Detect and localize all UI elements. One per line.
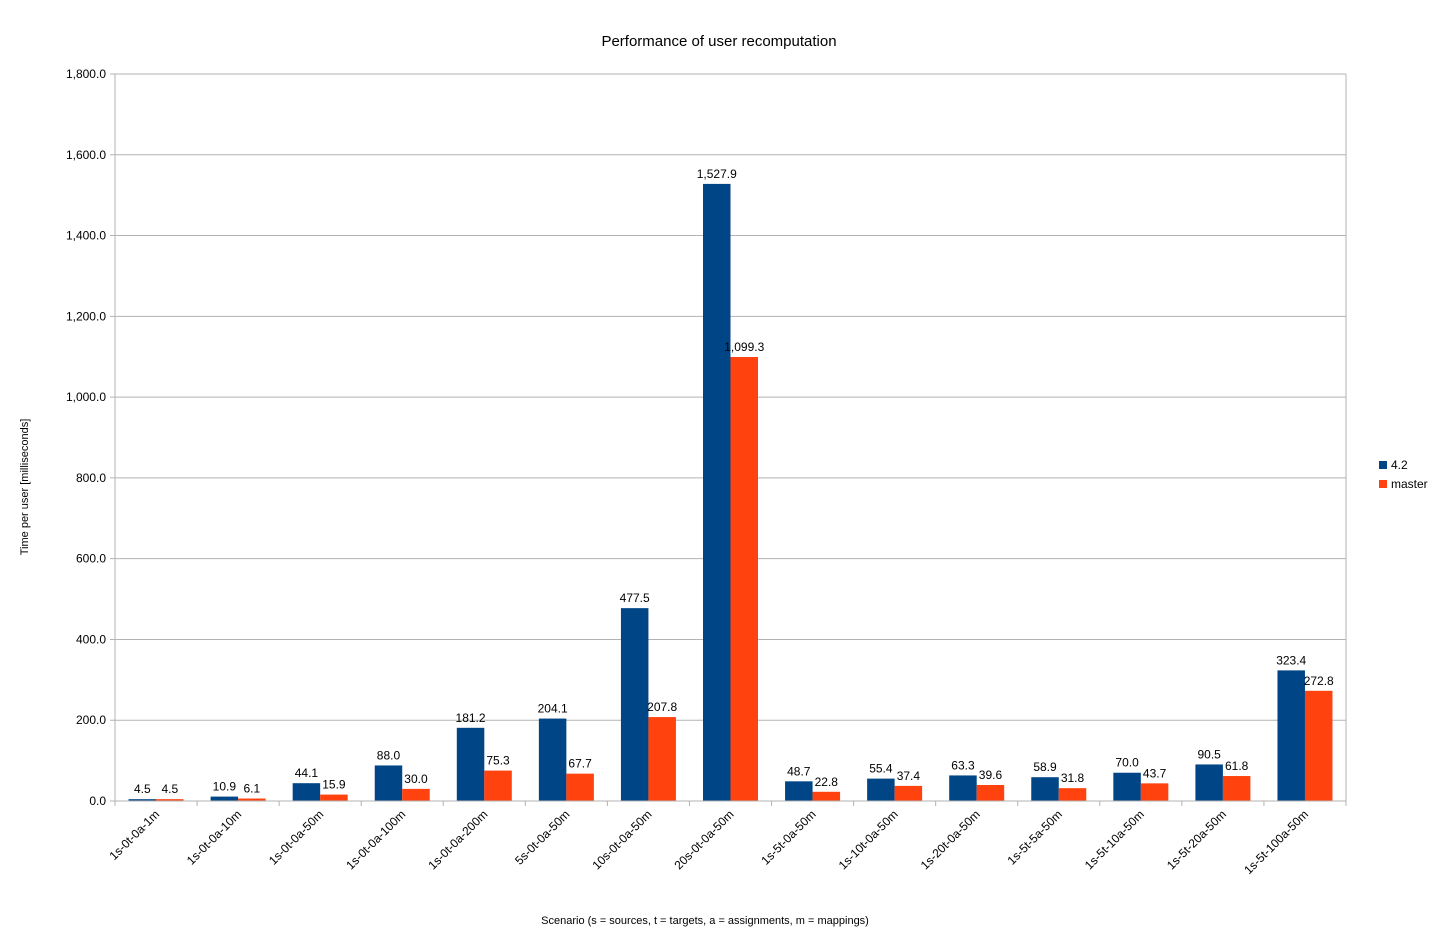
bar-series-2 [1304,690,1333,801]
legend-swatch-2 [1379,480,1387,488]
y-tick-label: 1,600.0 [66,148,106,162]
bar-series-1 [374,765,403,801]
y-tick-label: 1,400.0 [66,229,106,243]
bar-series-1 [210,796,239,801]
data-label: 61.8 [1225,759,1249,773]
data-label: 323.4 [1276,653,1306,667]
y-tick-label: 1,200.0 [66,309,106,323]
bar-series-1 [703,183,731,801]
data-label: 55.4 [869,762,893,776]
bar-series-2 [976,785,1005,801]
x-tick-label: 1s-5t-10a-50m [1082,807,1147,872]
bar-series-1 [1113,772,1141,801]
y-tick-label: 0.0 [89,794,106,808]
x-tick-label: 1s-5t-20a-50m [1164,807,1229,872]
y-tick-label: 600.0 [76,552,106,566]
bars [128,183,1333,801]
data-label: 204.1 [538,702,568,716]
data-label: 43.7 [1143,766,1167,780]
bar-series-2 [730,357,758,801]
data-label: 67.7 [568,757,592,771]
x-tick-label: 1s-5t-100a-50m [1241,807,1311,877]
bar-series-1 [292,783,321,801]
x-tick-label: 5s-0t-0a-50m [512,807,572,867]
bar-series-1 [620,608,649,801]
data-label: 4.5 [134,782,151,796]
data-label: 22.8 [815,775,839,789]
bar-series-2 [1222,776,1251,801]
data-label: 75.3 [486,754,510,768]
bar-series-1 [456,727,485,801]
data-label: 6.1 [244,782,261,796]
y-tick-label: 800.0 [76,471,106,485]
data-label: 207.8 [647,700,677,714]
x-tick-label: 10s-0t-0a-50m [589,807,654,872]
data-label: 39.6 [979,768,1003,782]
bar-series-1 [538,718,567,801]
legend-swatch-1 [1379,461,1387,469]
data-label: 31.8 [1061,771,1085,785]
x-tick-label: 1s-0t-0a-50m [266,807,326,867]
data-label: 10.9 [213,780,237,794]
x-tick-label: 1s-0t-0a-1m [107,807,163,863]
bar-series-1 [867,778,895,801]
data-label: 1,099.3 [724,340,764,354]
data-label: 15.9 [322,778,346,792]
bar-series-2 [156,799,184,801]
x-tick-label: 1s-0t-0a-200m [425,807,490,872]
x-tick-label: 1s-5t-0a-50m [758,807,818,867]
data-label: 70.0 [1115,756,1139,770]
bar-series-1 [1195,764,1223,801]
bar-series-2 [238,798,266,801]
data-label: 63.3 [951,758,975,772]
data-label: 4.5 [161,782,178,796]
data-label: 44.1 [295,766,319,780]
x-tick-label: 1s-5t-5a-50m [1005,807,1065,867]
x-tick-label: 1s-0t-0a-100m [343,807,408,872]
x-axis-title: Scenario (s = sources, t = targets, a = … [541,915,869,927]
data-label: 477.5 [620,591,650,605]
bar-series-1 [128,799,157,801]
x-tick-label: 1s-20t-0a-50m [918,807,983,872]
bar-series-2 [320,794,348,801]
bar-series-1 [785,781,813,801]
data-label: 37.4 [897,769,921,783]
bar-series-1 [1031,777,1059,801]
data-label: 48.7 [787,764,811,778]
y-tick-label: 1,000.0 [66,390,106,404]
y-tick-label: 1,800.0 [66,67,106,81]
x-tick-label: 1s-10t-0a-50m [836,807,901,872]
x-tick-label: 1s-0t-0a-10m [184,807,244,867]
data-labels: 4.5 10.9 44.1 88.0 181.2 204.1 477.5 1,527.9 48.… [134,167,1334,796]
data-label: 88.0 [377,748,401,762]
data-label: 58.9 [1033,760,1057,774]
data-label: 1,527.9 [697,167,737,181]
x-tick-labels: 1s-0t-0a-1m 1s-0t-0a-10m 1s-0t-0a-50m 1s-0t… [107,807,1312,877]
data-label: 90.5 [1197,747,1221,761]
bar-series-2 [894,785,923,801]
bar-series-2 [1058,788,1087,801]
bar-series-2 [1140,783,1169,801]
bar-series-2 [402,788,430,801]
bar-series-1 [1277,670,1305,801]
bar-series-2 [812,791,841,801]
x-tick-label: 20s-0t-0a-50m [672,807,737,872]
chart-title: Performance of user recomputation [601,33,836,50]
bar-series-2 [566,773,594,801]
bar-series-1 [949,775,977,801]
axes: 0.0 200.0 400.0 600.0 800.0 1,000.0 1,200.0 1,4… [66,67,1347,808]
data-label: 181.2 [456,711,486,725]
bar-series-2 [648,717,676,801]
y-axis-title: Time per user [milliseconds] [19,419,31,556]
legend-label-2: master [1391,477,1428,491]
y-tick-label: 200.0 [76,713,106,727]
y-tick-label: 400.0 [76,632,106,646]
data-label: 30.0 [404,772,428,786]
legend: 4.2 master [1379,458,1428,491]
data-label: 272.8 [1304,674,1334,688]
legend-label-1: 4.2 [1391,458,1408,472]
bar-series-2 [484,770,512,801]
